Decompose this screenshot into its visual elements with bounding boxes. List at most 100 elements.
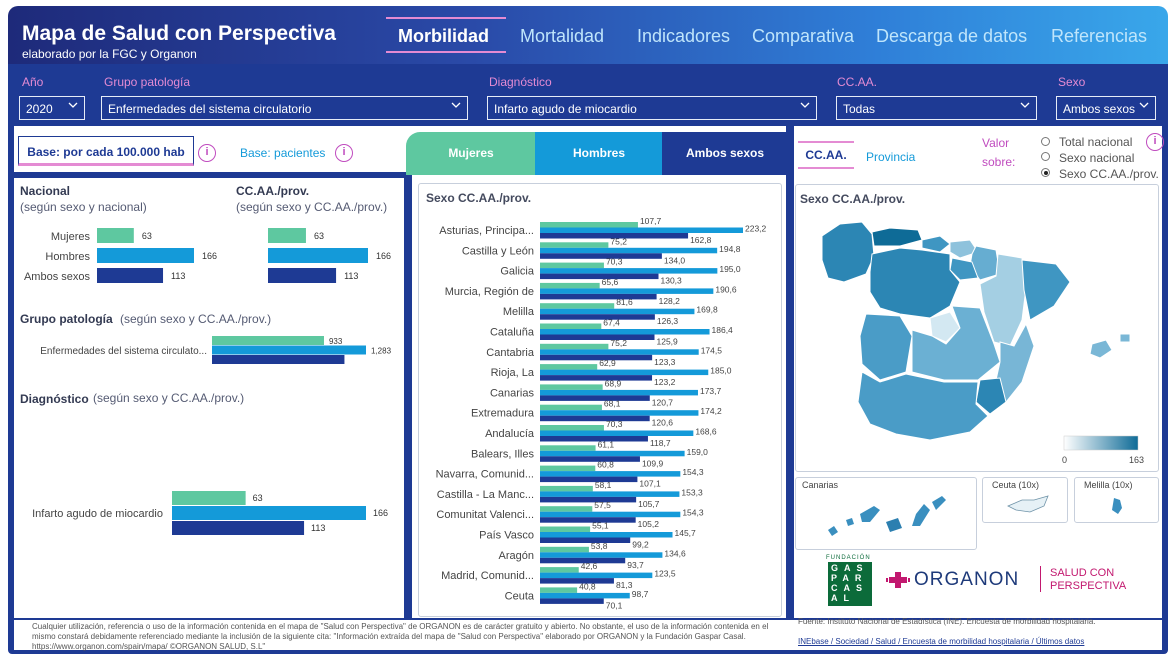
region-bar (540, 587, 578, 593)
region-value-label: 68,1 (604, 399, 621, 409)
region-bar (540, 314, 655, 320)
nacional-bar (97, 228, 134, 243)
canarias-inset[interactable] (795, 477, 977, 550)
ccaa-value-label: 63 (314, 231, 324, 241)
region-bar (540, 557, 626, 564)
region-bar (540, 517, 636, 523)
region-bar (540, 247, 718, 254)
region-bar (540, 227, 743, 233)
region-value-label: 57,5 (594, 500, 611, 510)
region-category-label: País Vasco (479, 530, 534, 542)
region-bar (540, 323, 602, 329)
region-value-label: 190,6 (715, 284, 737, 294)
region-bar (540, 552, 663, 558)
tab-provincia[interactable]: Provincia (866, 150, 916, 164)
region-value-label: 70,3 (606, 419, 623, 429)
region-bar (540, 511, 681, 518)
group-select[interactable]: Enfermedades del sistema circulatorio (101, 96, 468, 120)
logo-divider (1040, 566, 1041, 592)
ceuta-label: Ceuta (10x) (992, 480, 1040, 490)
base-pacientes-button[interactable]: Base: pacientes (240, 146, 326, 160)
source-link[interactable]: INEbase / Sociedad / Salud / Encuesta de… (798, 637, 1085, 646)
info-icon[interactable]: i (198, 144, 216, 162)
region-value-label: 75,2 (610, 338, 627, 348)
region-bar (540, 415, 650, 422)
nacional-title: Nacional (20, 184, 71, 198)
radio-sexo-nacional[interactable] (1041, 152, 1050, 161)
region-bar (540, 506, 593, 512)
region-bar (540, 354, 653, 361)
nacional-category-label: Hombres (45, 251, 90, 263)
region-value-label: 105,2 (638, 519, 660, 529)
radio-total-nacional[interactable] (1041, 137, 1050, 146)
info-icon[interactable]: i (335, 144, 353, 162)
diag-category-label: Infarto agudo de miocardio (32, 508, 163, 520)
sex-button-mujeres[interactable]: Mujeres (406, 132, 536, 175)
ccaa-title: CC.AA./prov. (236, 184, 310, 198)
region-bar (540, 329, 710, 335)
region-bar (540, 436, 648, 442)
region-value-label: 60,8 (597, 460, 614, 470)
region-category-label: Comunitat Valenci... (436, 509, 534, 521)
source-text: Fuente: Instituto Nacional de Estadístic… (798, 617, 1096, 626)
tab-referencias[interactable]: Referencias (1051, 26, 1148, 46)
ccaa-value-label: 166 (376, 251, 391, 261)
region-value-label: 154,3 (682, 467, 704, 477)
nacional-bar-chart: Mujeres 63 Hombres 166 Ambos sexos 113 (24, 228, 217, 283)
melilla-label: Melilla (10x) (1084, 480, 1133, 490)
region-bar (540, 253, 662, 259)
tab-morbilidad[interactable]: Morbilidad (398, 26, 489, 46)
info-icon[interactable]: i (1146, 133, 1164, 151)
base-por-100000-button[interactable]: Base: por cada 100.000 hab (18, 136, 194, 166)
region-bar (540, 445, 596, 451)
region-category-label: Balears, Illes (471, 448, 534, 460)
tab-indicadores[interactable]: Indicadores (637, 26, 731, 46)
region-value-label: 58,1 (595, 480, 612, 490)
spain-map[interactable] (800, 196, 1155, 468)
chevron-down-icon (1020, 102, 1030, 108)
legend-max: 163 (1129, 455, 1145, 465)
nacional-bar (97, 268, 164, 283)
region-value-label: 223,2 (745, 224, 767, 234)
ccaa-label: CC.AA. (837, 75, 878, 89)
tab-mortalidad[interactable]: Mortalidad (520, 26, 605, 46)
chevron-down-icon (68, 102, 78, 108)
region-category-label: Andalucía (485, 428, 535, 440)
year-label: Año (22, 75, 44, 89)
region-value-label: 174,5 (701, 345, 723, 355)
sex-button-hombres[interactable]: Hombres (535, 132, 663, 175)
canarias-map (828, 496, 946, 536)
tab-ccaa[interactable]: CC.AA. (798, 141, 854, 169)
ccaa-select[interactable]: Todas (836, 96, 1037, 120)
diagnosis-select[interactable]: Infarto agudo de miocardio (487, 96, 817, 120)
region-value-label: 120,7 (652, 397, 674, 407)
year-select[interactable]: 2020 (19, 96, 85, 120)
grupo-category-label: Enfermedades del sistema circulato... (40, 346, 207, 357)
ccaa-bar-chart: 63 166 113 (268, 228, 391, 283)
diag-value-label: 166 (373, 508, 388, 518)
map-title: Sexo CC.AA./prov. (800, 192, 906, 206)
region-value-label: 128,2 (659, 296, 681, 306)
region-value-label: 53,8 (591, 541, 608, 551)
ccaa-bar (268, 268, 337, 283)
region-value-label: 173,7 (700, 386, 722, 396)
region-value-label: 126,3 (657, 316, 679, 326)
radio-sexo-ccaa[interactable] (1041, 168, 1050, 177)
region-value-label: 70,1 (606, 600, 623, 610)
region-bar (540, 532, 673, 538)
region-category-label: Rioja, La (491, 367, 535, 379)
region-value-label: 61,1 (598, 439, 615, 449)
region-bar (540, 471, 681, 477)
diag-bar (172, 491, 246, 505)
sex-select[interactable]: Ambos sexos (1056, 96, 1156, 120)
region-value-label: 107,7 (640, 216, 662, 226)
tab-descarga[interactable]: Descarga de datos (876, 26, 1028, 46)
grupo-subtitle: (según sexo y CC.AA./prov.) (120, 312, 272, 326)
region-bar (540, 334, 655, 340)
region-bar (540, 425, 604, 431)
tab-comparativa[interactable]: Comparativa (752, 26, 855, 46)
sex-button-ambos[interactable]: Ambos sexos (662, 132, 788, 175)
region-bar (540, 375, 653, 381)
frame-left-edge (8, 126, 14, 650)
region-bar (540, 288, 714, 294)
